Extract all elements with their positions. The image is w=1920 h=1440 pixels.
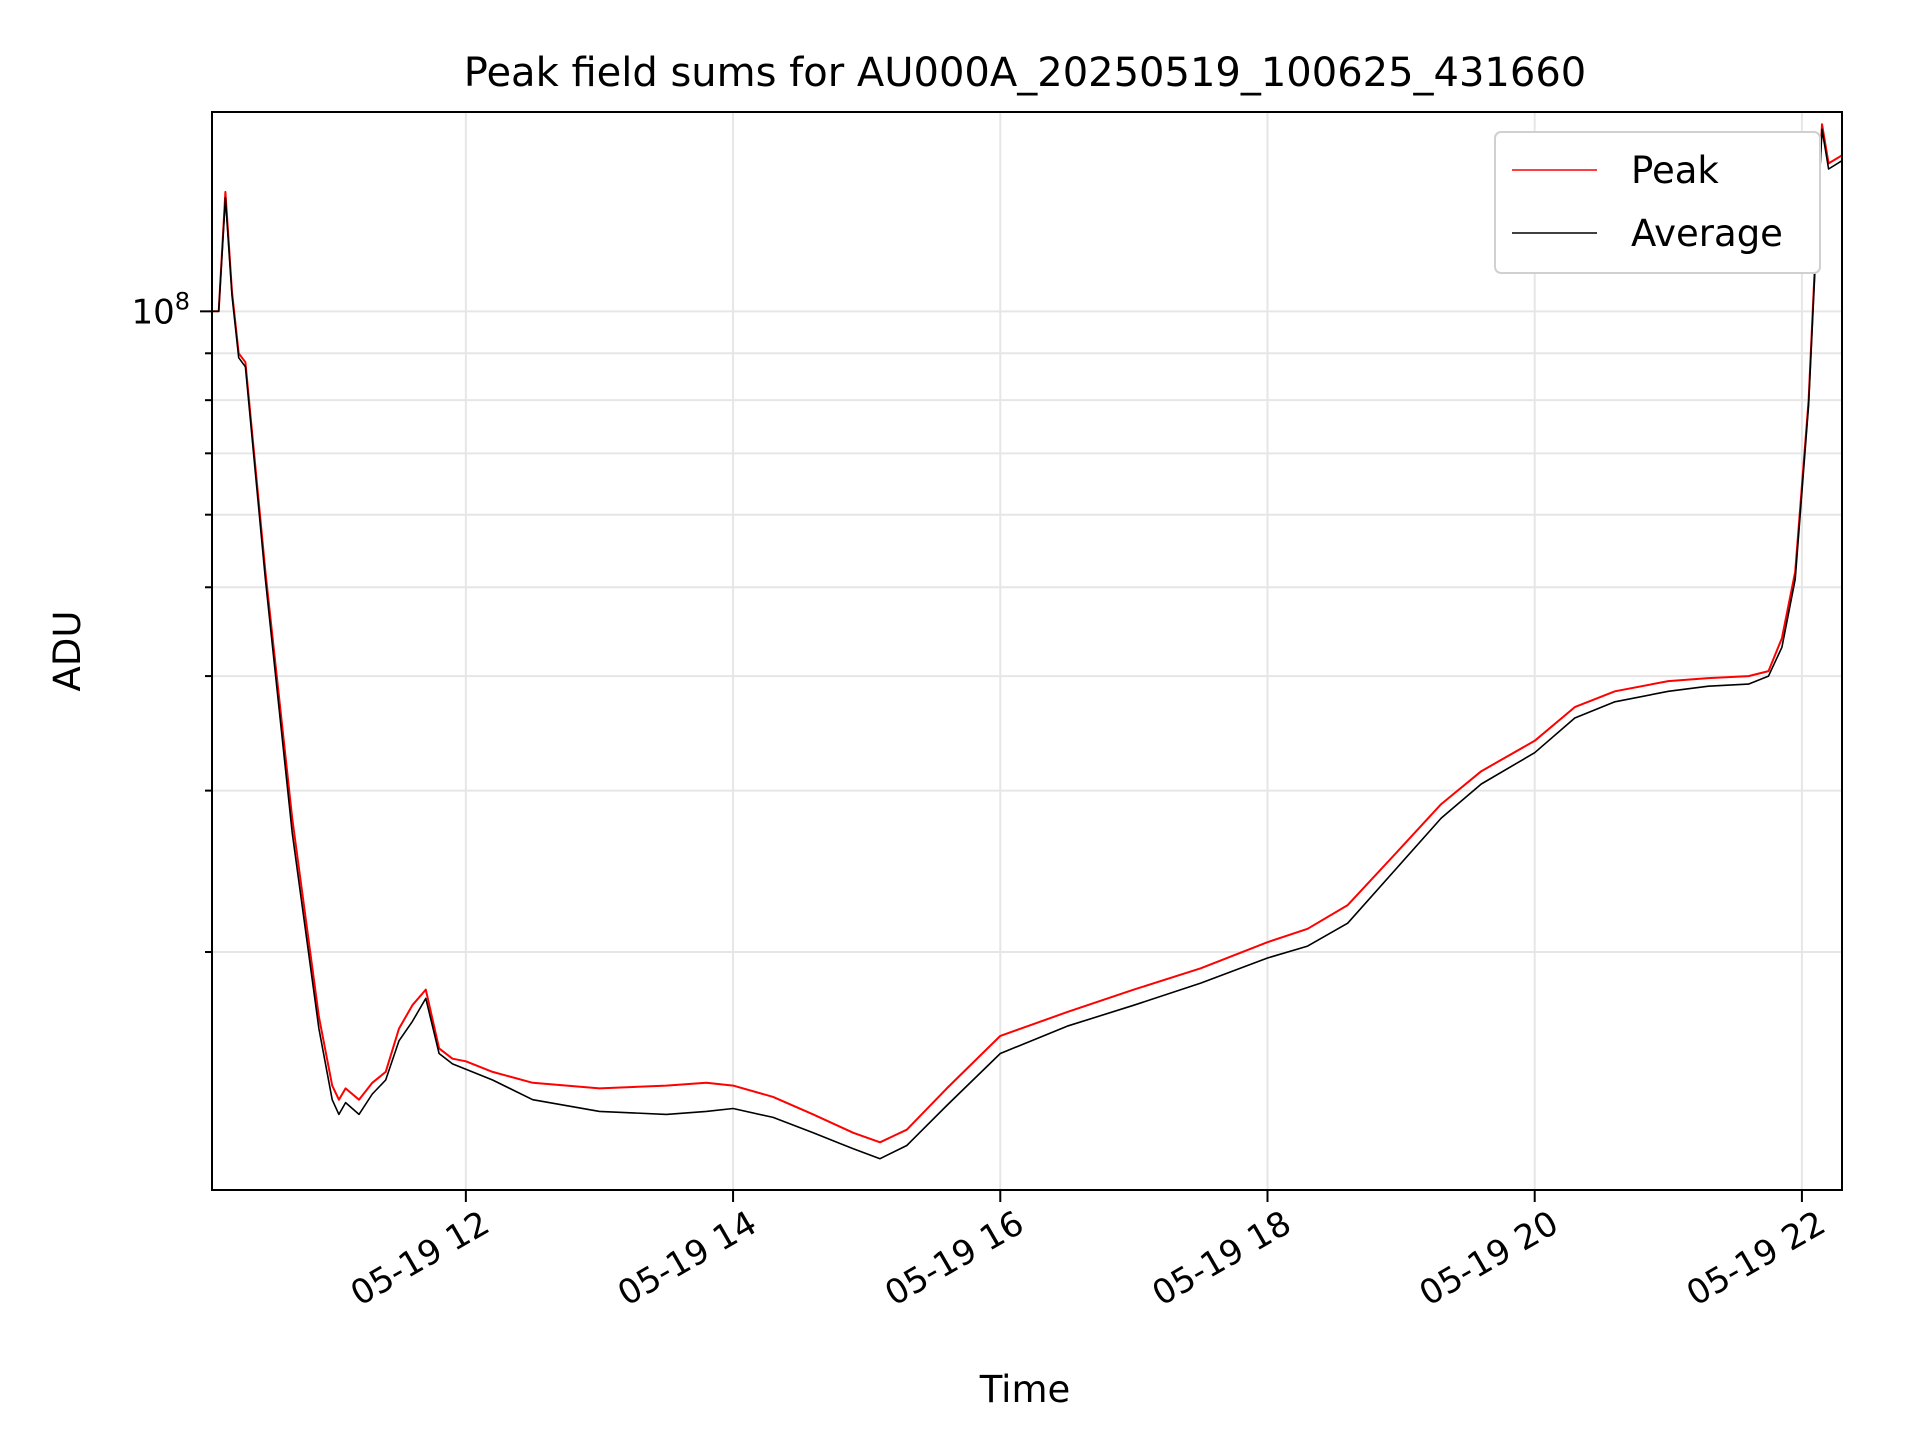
grid <box>212 112 1842 1190</box>
x-tick-label: 05-19 20 <box>1413 1203 1565 1314</box>
x-axis-label: Time <box>979 1368 1071 1411</box>
legend-frame <box>1494 131 1821 274</box>
x-tick-label: 05-19 22 <box>1680 1203 1832 1314</box>
legend: Peak Average <box>1494 131 1821 274</box>
x-tick-label: 05-19 14 <box>611 1203 763 1314</box>
axis-ticks: 05-19 12 05-19 14 05-19 16 05-19 18 05-19 20… <box>131 287 1832 1314</box>
legend-label-peak: Peak <box>1631 149 1719 192</box>
y-tick-label: 108 <box>131 287 190 332</box>
legend-label-average: Average <box>1631 212 1783 255</box>
series-line-average <box>212 128 1842 1160</box>
x-tick-label: 05-19 12 <box>344 1203 496 1314</box>
x-tick-label: 05-19 16 <box>878 1203 1030 1314</box>
series-line-peak <box>212 123 1842 1144</box>
x-tick-label: 05-19 18 <box>1146 1203 1298 1314</box>
plot-area-frame <box>211 111 1843 1191</box>
y-axis-label: ADU <box>46 611 89 692</box>
series-layer <box>212 123 1842 1160</box>
chart-title: Peak field sums for AU000A_20250519_1006… <box>464 50 1586 96</box>
